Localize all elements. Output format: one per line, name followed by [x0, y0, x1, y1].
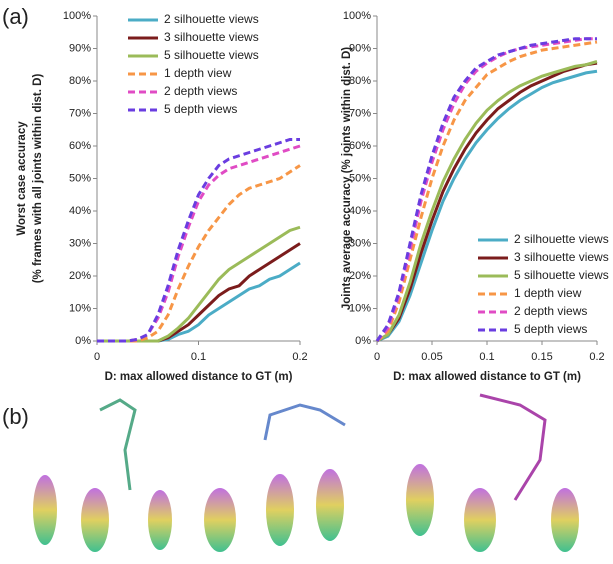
y-tick-label: 80%	[69, 75, 91, 87]
y-tick-label: 30%	[349, 237, 371, 249]
legend-label: 2 depth views	[514, 304, 587, 318]
y-axis-label: Joints average accuracy (% joints within…	[341, 47, 353, 310]
legend-label: 5 depth views	[514, 322, 587, 336]
y-tick-label: 100%	[343, 10, 371, 22]
y-tick-label: 50%	[69, 172, 91, 184]
legend-label: 5 silhouette views	[164, 48, 259, 62]
legend-label: 1 depth view	[164, 66, 232, 80]
y-tick-label: 10%	[349, 302, 371, 314]
legend-label: 2 depth views	[164, 84, 237, 98]
x-tick-label: 0.2	[292, 351, 307, 363]
y-tick-label: 70%	[349, 107, 371, 119]
y-tick-label: 50%	[349, 172, 371, 184]
x-tick-label: 0	[374, 351, 380, 363]
y-tick-label: 0%	[75, 335, 91, 347]
y-tick-label: 0%	[355, 335, 371, 347]
x-tick-label: 0.1	[191, 351, 206, 363]
series-line	[376, 61, 598, 343]
y-tick-label: 20%	[349, 270, 371, 282]
y-tick-label: 60%	[349, 140, 371, 152]
legend-label: 1 depth view	[514, 286, 582, 300]
y-tick-label: 40%	[69, 205, 91, 217]
legend-label: 5 silhouette views	[514, 268, 609, 282]
series-line	[376, 60, 598, 343]
y-tick-label: 60%	[69, 140, 91, 152]
legend-label: 3 silhouette views	[514, 250, 609, 264]
series-line	[97, 138, 300, 343]
series-line	[376, 40, 598, 343]
x-tick-label: 0.2	[589, 351, 604, 363]
y-tick-label: 90%	[69, 42, 91, 54]
series-line	[376, 69, 598, 343]
y-tick-label: 40%	[349, 205, 371, 217]
x-tick-label: 0.05	[421, 351, 442, 363]
legend-label: 5 depth views	[164, 102, 237, 116]
y-axis-label: (% frames with all joints within dist. D…	[32, 74, 44, 284]
x-axis-label: D: max allowed distance to GT (m)	[105, 371, 293, 383]
panel-label: (b)	[2, 404, 29, 429]
x-tick-label: 0.15	[531, 351, 552, 363]
legend-label: 2 silhouette views	[164, 12, 259, 26]
legend-label: 3 silhouette views	[164, 30, 259, 44]
y-tick-label: 20%	[69, 270, 91, 282]
y-tick-label: 70%	[69, 107, 91, 119]
panel-label: (a)	[2, 4, 29, 29]
y-tick-label: 100%	[63, 10, 91, 22]
legend-label: 2 silhouette views	[514, 232, 609, 246]
y-axis-label: Worst case accuracy	[16, 121, 28, 236]
pose-images	[33, 393, 579, 552]
y-tick-label: 80%	[349, 75, 371, 87]
x-tick-label: 0.1	[479, 351, 494, 363]
x-axis-label: D: max allowed distance to GT (m)	[393, 371, 581, 383]
y-tick-label: 30%	[69, 237, 91, 249]
x-tick-label: 0	[94, 351, 100, 363]
y-tick-label: 10%	[69, 302, 91, 314]
y-tick-label: 90%	[349, 42, 371, 54]
series-line	[97, 261, 301, 343]
